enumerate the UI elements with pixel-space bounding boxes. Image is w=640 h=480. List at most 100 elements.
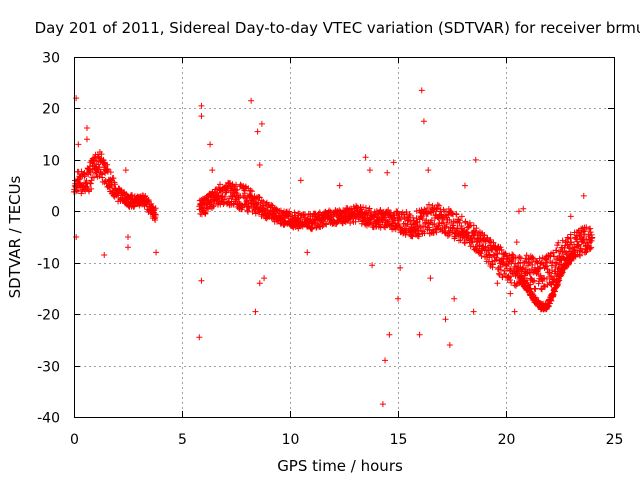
- data-point: [577, 245, 584, 252]
- outlier-point: [507, 290, 514, 297]
- data-point: [487, 242, 494, 249]
- data-point: [84, 183, 91, 190]
- data-point: [202, 210, 209, 217]
- data-point: [551, 253, 558, 260]
- outlier-point: [92, 151, 99, 158]
- outlier-point: [366, 167, 373, 174]
- x-tick-label: 0: [70, 432, 79, 448]
- data-point: [489, 264, 496, 271]
- outlier-point: [420, 118, 427, 125]
- data-point: [377, 207, 384, 214]
- data-point: [149, 203, 156, 210]
- data-point: [104, 161, 111, 168]
- data-point: [152, 211, 159, 218]
- data-point: [476, 242, 483, 249]
- data-point: [142, 192, 149, 199]
- data-point: [495, 270, 502, 277]
- data-point: [421, 230, 428, 237]
- data-point: [237, 181, 244, 188]
- outlier-point: [427, 275, 434, 282]
- data-point: [87, 169, 94, 176]
- plot-frame: [74, 57, 615, 418]
- data-point: [99, 174, 106, 181]
- data-point: [536, 255, 543, 262]
- data-point: [484, 235, 491, 242]
- data-point: [411, 227, 418, 234]
- data-point: [530, 278, 537, 285]
- outlier-point: [397, 264, 404, 271]
- data-point: [302, 211, 309, 218]
- data-point: [575, 241, 582, 248]
- outlier-point: [83, 124, 90, 131]
- data-point: [425, 201, 432, 208]
- data-point: [217, 181, 224, 188]
- data-point: [480, 232, 487, 239]
- data-point: [417, 224, 424, 231]
- data-point: [498, 246, 505, 253]
- data-point: [581, 228, 588, 235]
- x-tick-label: 25: [606, 432, 624, 448]
- outlier-point: [567, 213, 574, 220]
- data-point: [469, 232, 476, 239]
- data-point: [497, 267, 504, 274]
- outlier-point: [198, 277, 205, 284]
- data-point: [424, 205, 431, 212]
- data-point: [532, 285, 539, 292]
- data-point: [409, 233, 416, 240]
- outlier-point: [425, 167, 432, 174]
- data-point: [241, 190, 248, 197]
- data-point: [201, 209, 208, 216]
- outlier-point: [153, 249, 160, 256]
- outlier-point: [101, 252, 108, 258]
- outlier-point: [515, 208, 522, 215]
- data-point: [221, 193, 228, 200]
- data-point: [489, 258, 496, 265]
- y-tick-label: 0: [51, 205, 60, 221]
- axis-ticks: [74, 57, 615, 418]
- data-point: [486, 254, 493, 261]
- data-point: [577, 232, 584, 239]
- data-point: [148, 200, 155, 207]
- data-point: [502, 250, 509, 257]
- data-point: [541, 275, 548, 282]
- data-point: [500, 258, 507, 265]
- data-point: [548, 297, 555, 304]
- data-point: [587, 225, 594, 232]
- data-point: [436, 202, 443, 209]
- outlier-point: [511, 308, 518, 315]
- data-point: [385, 207, 392, 213]
- data-point: [443, 221, 450, 228]
- data-point: [87, 180, 94, 187]
- x-tick-label: 20: [498, 432, 516, 448]
- data-points: [71, 87, 596, 408]
- data-point: [466, 219, 473, 226]
- outlier-point: [254, 128, 261, 135]
- outlier-point: [258, 120, 265, 127]
- y-tick-label: -40: [37, 411, 60, 427]
- data-point: [87, 180, 94, 186]
- data-point: [494, 251, 501, 258]
- data-point: [531, 277, 538, 284]
- outlier-point: [304, 249, 311, 256]
- data-point: [234, 186, 241, 193]
- data-point: [439, 228, 446, 235]
- outlier-point: [122, 167, 129, 174]
- y-tick-label: -30: [37, 360, 60, 376]
- data-point: [309, 225, 316, 232]
- data-point: [108, 178, 115, 185]
- outlier-point: [198, 113, 205, 120]
- data-point: [487, 236, 494, 243]
- outlier-point: [461, 182, 468, 189]
- data-point: [530, 255, 537, 262]
- data-point: [458, 213, 465, 220]
- data-point: [523, 252, 530, 259]
- data-point: [524, 262, 531, 269]
- data-point: [564, 234, 571, 241]
- chart-title: Day 201 of 2011, Sidereal Day-to-day VTE…: [35, 19, 640, 37]
- outlier-point: [470, 308, 477, 315]
- data-point: [544, 266, 551, 273]
- outlier-point: [520, 205, 527, 212]
- data-point: [111, 181, 118, 188]
- data-point: [444, 232, 451, 239]
